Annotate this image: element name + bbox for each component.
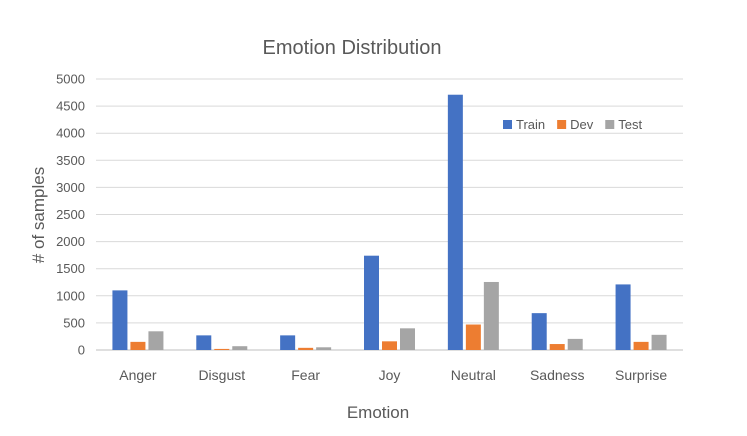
legend-label-dev: Dev: [570, 117, 594, 132]
y-tick-label: 4000: [56, 126, 85, 141]
bar-dev-sadness: [549, 344, 565, 350]
x-category-label: Sadness: [530, 367, 584, 383]
bar-test-disgust: [232, 346, 248, 350]
gridlines: [96, 78, 683, 351]
bars: [112, 94, 667, 350]
x-category-label: Neutral: [451, 367, 496, 383]
bar-train-joy: [364, 255, 379, 350]
y-axis-ticks: 0 500 1000 1500 2000 2500 3000 3500 4000 4500 5000: [56, 72, 85, 358]
x-category-label: Fear: [291, 367, 320, 383]
chart-title: Emotion Distribution: [263, 37, 442, 59]
y-tick-label: 0: [78, 343, 85, 358]
bar-train-sadness: [531, 313, 547, 350]
bar-test-joy: [400, 328, 415, 350]
bar-dev-surprise: [633, 341, 649, 350]
y-tick-label: 500: [63, 315, 85, 330]
legend-swatch-test: [605, 120, 615, 129]
legend-label-train: Train: [516, 117, 545, 132]
bar-train-disgust: [196, 335, 212, 350]
x-category-label: Surprise: [615, 367, 667, 383]
bar-train-fear: [280, 335, 296, 350]
bar-test-neutral: [483, 281, 499, 350]
y-tick-label: 3500: [56, 153, 85, 168]
bar-test-anger: [148, 331, 164, 350]
x-category-label: Disgust: [198, 367, 245, 383]
x-category-label: Anger: [119, 367, 157, 383]
bar-test-sadness: [567, 338, 583, 350]
y-tick-label: 3000: [56, 180, 85, 195]
bar-dev-fear: [298, 347, 314, 350]
bar-train-anger: [112, 290, 128, 350]
x-category-label: Joy: [379, 367, 401, 383]
x-axis-categories: Anger Disgust Fear Joy Neutral Sadness Surpris…: [119, 367, 667, 383]
legend-swatch-dev: [557, 120, 567, 129]
y-axis-label: # of samples: [29, 167, 48, 263]
bar-test-fear: [316, 347, 332, 350]
bar-dev-disgust: [214, 348, 230, 350]
y-tick-label: 5000: [56, 72, 85, 87]
bar-dev-anger: [130, 341, 146, 350]
legend-swatch-train: [503, 120, 512, 129]
y-tick-label: 2500: [56, 207, 85, 222]
y-tick-label: 1500: [56, 261, 85, 276]
bar-dev-joy: [382, 341, 397, 350]
bar-train-neutral: [447, 94, 463, 350]
y-tick-label: 1000: [56, 288, 85, 303]
legend: Train Dev Test: [503, 117, 642, 132]
legend-label-test: Test: [618, 117, 642, 132]
x-axis-label: Emotion: [347, 403, 409, 422]
y-tick-label: 4500: [56, 99, 85, 114]
bar-train-surprise: [615, 284, 631, 350]
bar-test-surprise: [651, 334, 667, 350]
bar-dev-neutral: [465, 324, 481, 350]
y-tick-label: 2000: [56, 234, 85, 249]
